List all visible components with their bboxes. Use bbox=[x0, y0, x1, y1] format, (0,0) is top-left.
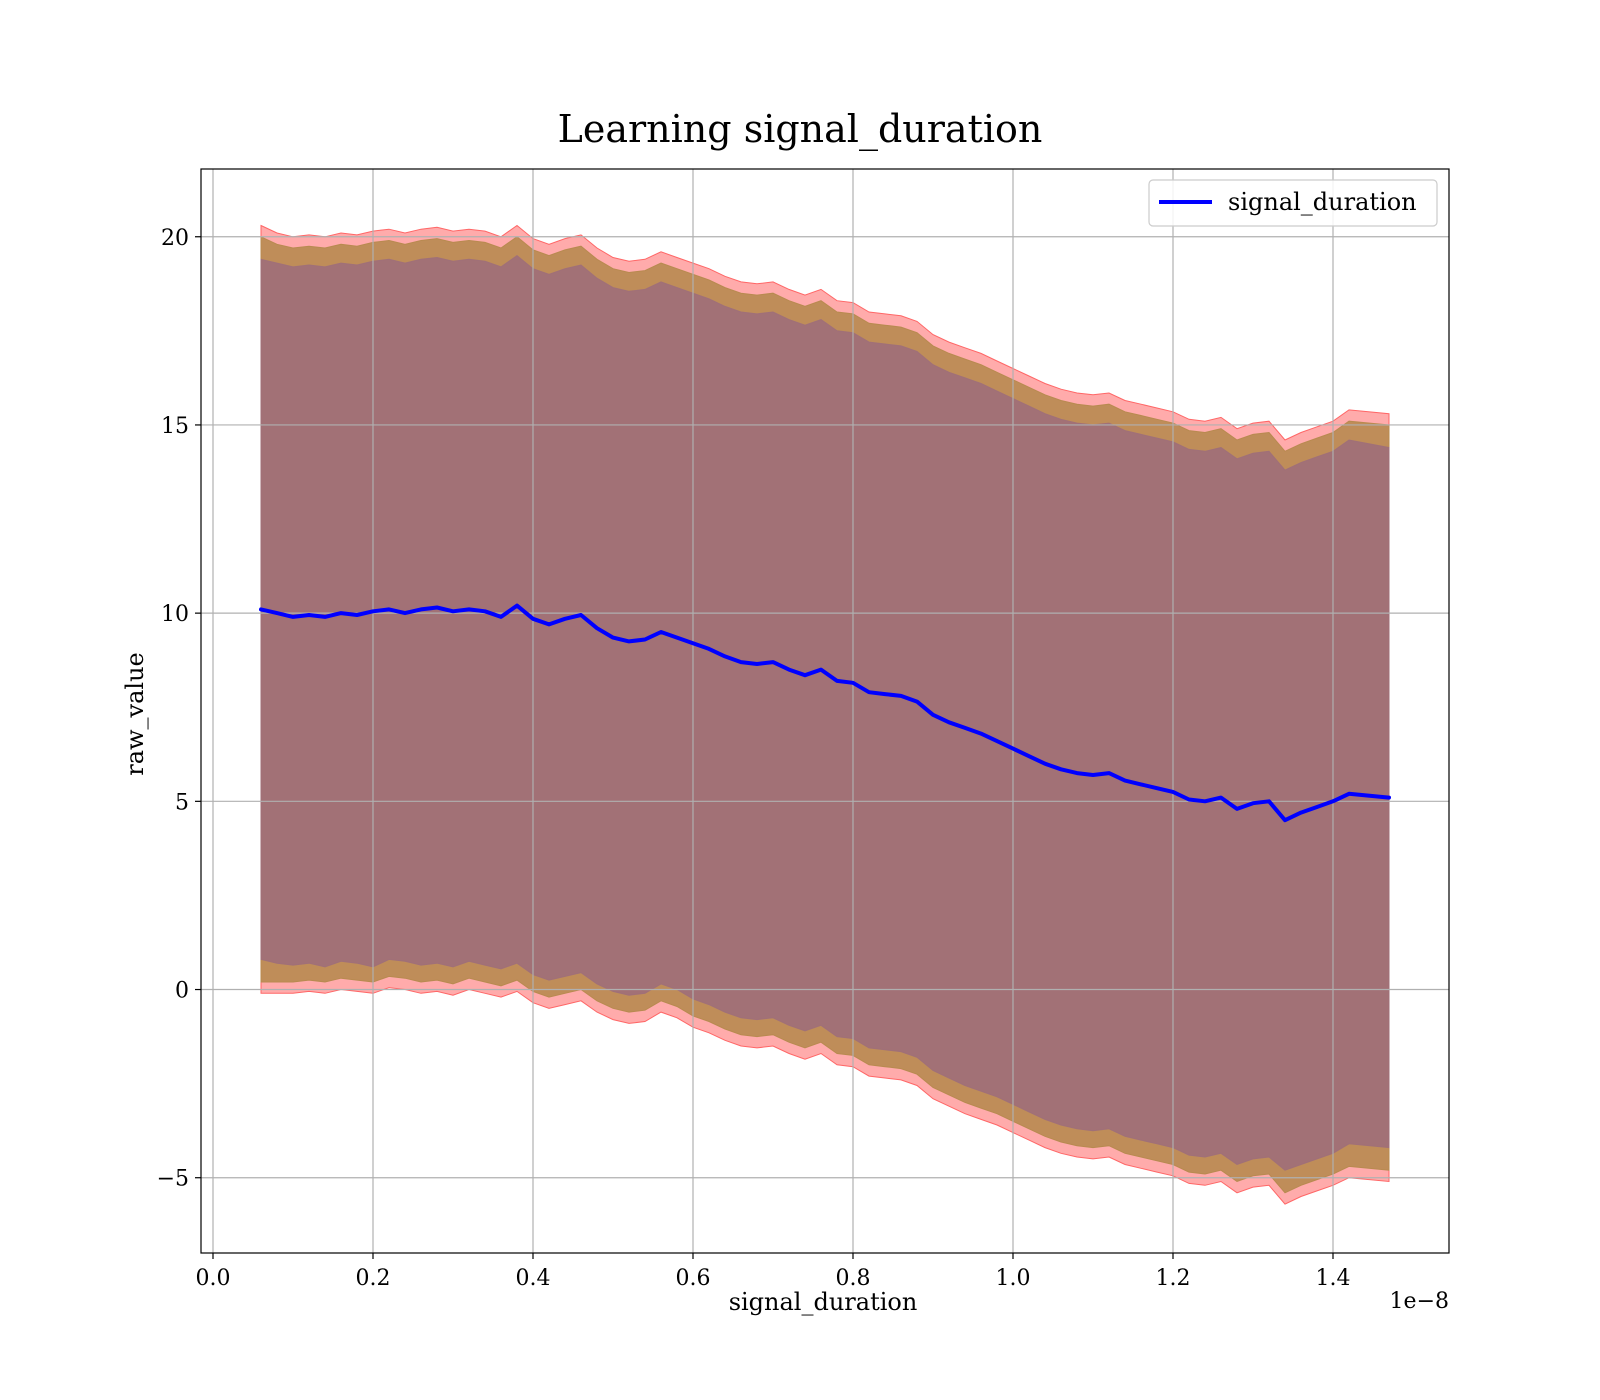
series-layer bbox=[259, 603, 1391, 823]
legend-label: signal_duration bbox=[1228, 188, 1417, 216]
y-ticks: −5 0 5 10 15 20 bbox=[157, 226, 201, 1192]
series-line-0 bbox=[259, 603, 1391, 823]
grid-layer bbox=[201, 169, 1449, 1253]
x-tick-label-2: 0.4 bbox=[516, 1266, 551, 1291]
y-tick-label-0: −5 bbox=[157, 1167, 189, 1192]
x-axis-label: signal_duration bbox=[729, 1288, 918, 1316]
x-tick-label-4: 0.8 bbox=[836, 1266, 871, 1291]
y-tick-label-3: 10 bbox=[161, 602, 189, 627]
x-tick-label-5: 1.0 bbox=[996, 1266, 1031, 1291]
y-tick-label-4: 15 bbox=[161, 414, 189, 439]
plot-frame bbox=[200, 168, 1450, 1254]
chart-title: Learning signal_duration bbox=[558, 107, 1043, 152]
bands-layer bbox=[260, 224, 1390, 1205]
x-ticks: 0.0 0.2 0.4 0.6 0.8 1.0 1.2 1.4 bbox=[196, 1253, 1351, 1291]
x-tick-label-6: 1.2 bbox=[1156, 1266, 1191, 1291]
x-offset-label: 1e−8 bbox=[1390, 1289, 1449, 1314]
y-tick-label-1: 0 bbox=[175, 979, 189, 1004]
y-tick-label-2: 5 bbox=[175, 790, 189, 815]
x-tick-label-0: 0.0 bbox=[196, 1266, 231, 1291]
x-tick-label-3: 0.6 bbox=[676, 1266, 711, 1291]
y-tick-label-5: 20 bbox=[161, 226, 189, 251]
x-tick-label-7: 1.4 bbox=[1316, 1266, 1351, 1291]
y-axis-label: raw_value bbox=[121, 652, 149, 776]
x-tick-label-1: 0.2 bbox=[356, 1266, 391, 1291]
legend: signal_duration bbox=[1148, 179, 1438, 227]
band-inner bbox=[260, 254, 1390, 1171]
legend-box bbox=[1148, 179, 1438, 227]
